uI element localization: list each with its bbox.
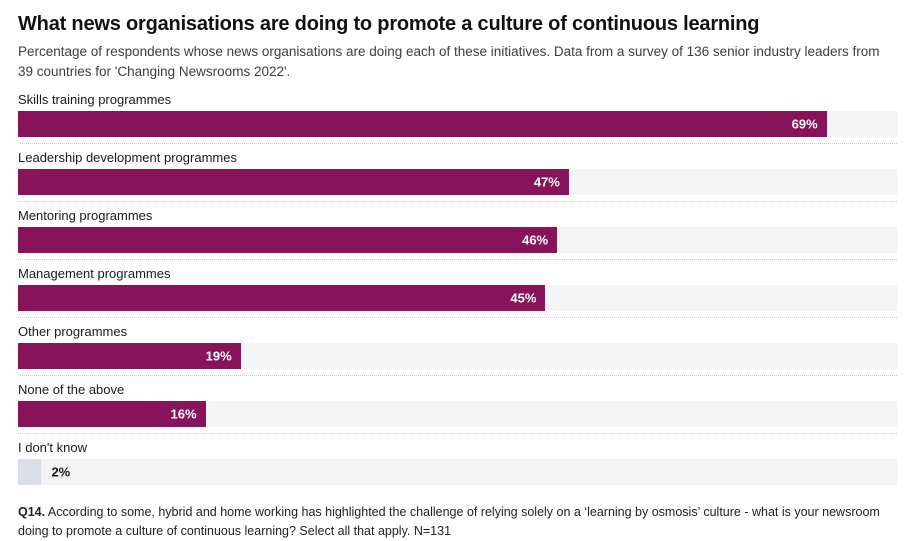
bar-row: Leadership development programmes 47% bbox=[18, 150, 897, 195]
bar-value-label: 16% bbox=[170, 406, 197, 422]
bar-row: Mentoring programmes 46% bbox=[18, 208, 897, 253]
bar-fill bbox=[18, 111, 827, 137]
bar-track: 16% bbox=[18, 401, 897, 427]
bar-row: Management programmes 45% bbox=[18, 266, 897, 311]
bar-track: 19% bbox=[18, 343, 897, 369]
bar-rows: Skills training programmes 69% Leadership … bbox=[18, 92, 897, 485]
bar-category-label: Other programmes bbox=[18, 324, 128, 339]
bar-fill bbox=[18, 401, 206, 427]
bar-fill bbox=[18, 285, 546, 311]
bar-value-label: 2% bbox=[51, 464, 71, 480]
bar-fill bbox=[18, 227, 558, 253]
bar-category-label: Leadership development programmes bbox=[18, 150, 237, 165]
bar-value-label: 69% bbox=[791, 116, 818, 132]
bar-fill bbox=[18, 459, 42, 485]
bar-value-label: 47% bbox=[533, 174, 560, 190]
bar-category-label: Management programmes bbox=[18, 266, 171, 281]
footnote: Q14. According to some, hybrid and home … bbox=[18, 503, 897, 541]
bar-chart: Skills training programmes 69% Leadership … bbox=[18, 92, 897, 485]
bar-fill bbox=[18, 169, 569, 195]
footnote-question-number: Q14. bbox=[18, 505, 46, 519]
bar-category-label: None of the above bbox=[18, 382, 125, 397]
bar-value-label: 45% bbox=[510, 290, 537, 306]
footnote-text: According to some, hybrid and home worki… bbox=[18, 505, 880, 538]
row-separator bbox=[18, 201, 897, 202]
bar-category-label: Skills training programmes bbox=[18, 92, 172, 107]
bar-row: None of the above 16% bbox=[18, 382, 897, 427]
row-separator bbox=[18, 375, 897, 376]
bar-value-label: 46% bbox=[522, 232, 549, 248]
chart-subtitle: Percentage of respondents whose news org… bbox=[18, 44, 880, 79]
bar-category-label: I don't know bbox=[18, 440, 87, 455]
bar-value-label: 19% bbox=[205, 348, 232, 364]
bar-row: I don't know 2% bbox=[18, 440, 897, 485]
bar-track: 47% bbox=[18, 169, 897, 195]
row-separator bbox=[18, 317, 897, 318]
row-separator bbox=[18, 259, 897, 260]
bar-track: 69% bbox=[18, 111, 897, 137]
chart-title: What news organisations are doing to pro… bbox=[18, 13, 760, 35]
bar-track: 46% bbox=[18, 227, 897, 253]
bar-row: Skills training programmes 69% bbox=[18, 92, 897, 137]
bar-category-label: Mentoring programmes bbox=[18, 208, 153, 223]
bar-track: 2% bbox=[18, 459, 897, 485]
bar-fill bbox=[18, 343, 241, 369]
bar-row: Other programmes 19% bbox=[18, 324, 897, 369]
row-separator bbox=[18, 433, 897, 434]
bar-track: 45% bbox=[18, 285, 897, 311]
row-separator bbox=[18, 143, 897, 144]
